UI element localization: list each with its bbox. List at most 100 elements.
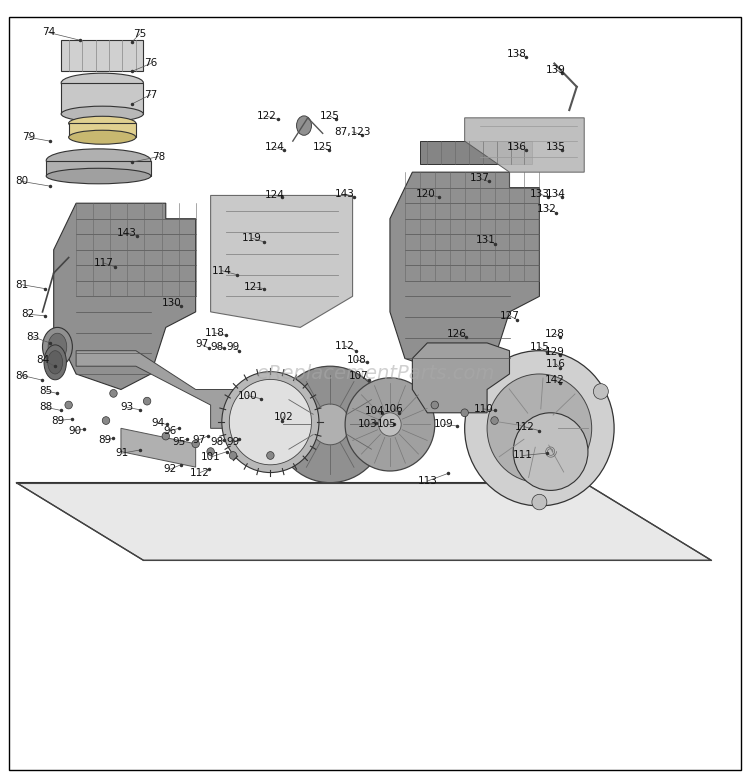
- Ellipse shape: [48, 333, 67, 361]
- Circle shape: [65, 401, 72, 409]
- Ellipse shape: [69, 130, 136, 144]
- Text: 107: 107: [349, 371, 368, 380]
- Circle shape: [465, 351, 614, 506]
- Ellipse shape: [48, 351, 63, 374]
- Text: 124: 124: [265, 190, 285, 200]
- Text: 93: 93: [120, 402, 134, 412]
- Circle shape: [143, 397, 151, 405]
- Text: 100: 100: [238, 391, 258, 400]
- Text: 124: 124: [265, 143, 285, 153]
- Circle shape: [487, 374, 592, 483]
- Polygon shape: [16, 483, 711, 560]
- Text: 83: 83: [26, 332, 40, 342]
- Ellipse shape: [62, 106, 143, 122]
- Circle shape: [222, 372, 319, 473]
- Text: 103: 103: [358, 419, 377, 429]
- Polygon shape: [465, 118, 584, 172]
- Ellipse shape: [62, 73, 143, 93]
- Text: 99: 99: [226, 342, 240, 352]
- Circle shape: [162, 432, 170, 440]
- Polygon shape: [62, 41, 143, 71]
- Text: 126: 126: [447, 329, 467, 339]
- Text: 132: 132: [537, 203, 556, 213]
- Text: 120: 120: [416, 189, 436, 199]
- Circle shape: [310, 404, 350, 445]
- Text: 117: 117: [94, 258, 114, 268]
- Text: 99: 99: [226, 437, 240, 447]
- Text: 134: 134: [546, 189, 566, 199]
- Text: 135: 135: [546, 143, 566, 153]
- Circle shape: [379, 413, 401, 436]
- Bar: [46, 160, 151, 176]
- Text: 119: 119: [242, 233, 262, 243]
- Circle shape: [593, 384, 608, 399]
- Text: 97: 97: [195, 340, 208, 350]
- Text: 113: 113: [417, 476, 437, 486]
- Text: 121: 121: [244, 282, 264, 292]
- Text: 122: 122: [256, 111, 277, 122]
- Circle shape: [461, 409, 469, 417]
- Text: 142: 142: [544, 375, 564, 385]
- Text: 131: 131: [476, 234, 496, 245]
- Ellipse shape: [44, 345, 67, 380]
- Text: 90: 90: [68, 425, 81, 435]
- Text: eReplacementParts.com: eReplacementParts.com: [256, 365, 494, 383]
- Polygon shape: [390, 172, 539, 374]
- Circle shape: [230, 452, 237, 460]
- Text: 98: 98: [210, 342, 224, 352]
- Text: 112: 112: [514, 421, 535, 432]
- Ellipse shape: [46, 168, 151, 184]
- Circle shape: [110, 390, 117, 397]
- Text: 80: 80: [16, 177, 28, 186]
- Text: 109: 109: [433, 419, 454, 429]
- Text: 136: 136: [507, 143, 527, 153]
- Text: 106: 106: [384, 404, 404, 414]
- Circle shape: [274, 366, 386, 483]
- Text: 86: 86: [16, 371, 29, 380]
- Text: 114: 114: [212, 266, 232, 276]
- Text: 108: 108: [346, 355, 366, 365]
- Text: 102: 102: [274, 411, 294, 421]
- Text: 125: 125: [320, 111, 340, 122]
- Text: 143: 143: [335, 189, 355, 199]
- Text: 116: 116: [546, 359, 566, 369]
- Text: 76: 76: [144, 58, 158, 69]
- Polygon shape: [211, 196, 352, 327]
- Polygon shape: [76, 351, 263, 428]
- Circle shape: [490, 417, 498, 425]
- Text: 96: 96: [164, 425, 177, 435]
- Circle shape: [431, 401, 439, 409]
- Text: 85: 85: [40, 386, 53, 396]
- Text: 130: 130: [162, 298, 182, 308]
- Bar: [62, 83, 143, 114]
- Circle shape: [102, 417, 110, 425]
- Text: 84: 84: [36, 355, 49, 365]
- Ellipse shape: [43, 327, 72, 366]
- Ellipse shape: [46, 149, 151, 172]
- Text: 89: 89: [98, 435, 111, 445]
- Text: 94: 94: [152, 418, 165, 428]
- Text: 118: 118: [205, 328, 224, 338]
- Text: 133: 133: [530, 189, 549, 199]
- Text: 77: 77: [144, 90, 158, 100]
- Text: 91: 91: [116, 448, 129, 458]
- Text: 128: 128: [544, 329, 564, 339]
- Text: 95: 95: [172, 437, 186, 447]
- Text: 75: 75: [133, 29, 146, 39]
- Bar: [69, 123, 136, 137]
- Text: 138: 138: [507, 49, 527, 59]
- Text: 105: 105: [376, 419, 396, 429]
- Circle shape: [345, 378, 435, 471]
- Text: 104: 104: [365, 406, 385, 416]
- Text: 98: 98: [210, 437, 224, 447]
- Text: 129: 129: [544, 347, 564, 358]
- Polygon shape: [413, 343, 509, 413]
- Circle shape: [532, 495, 547, 509]
- Text: 115: 115: [530, 342, 549, 352]
- Polygon shape: [54, 203, 196, 390]
- Circle shape: [267, 452, 274, 460]
- Circle shape: [192, 440, 200, 448]
- Text: 74: 74: [42, 27, 55, 37]
- Text: 97: 97: [192, 435, 206, 445]
- Circle shape: [513, 413, 588, 491]
